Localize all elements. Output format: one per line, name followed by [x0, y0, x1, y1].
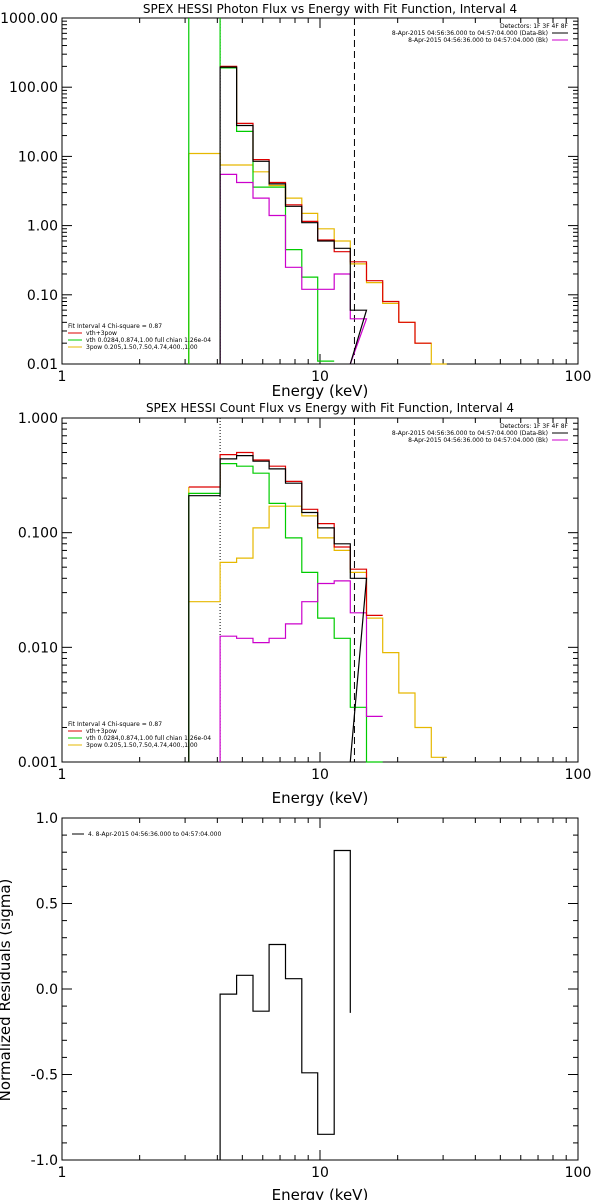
- series-vth: [188, 463, 383, 763]
- y-tick-label: 1000.00: [0, 11, 58, 27]
- tick-labels: 1 10 100 -1.0 -0.5 0.0 0.5 1.0: [31, 811, 592, 1181]
- y-tick-label: 1.00: [27, 219, 58, 235]
- y-tick-label: 100.00: [9, 80, 58, 96]
- tick-labels: 1 10 100 0.001 0.010 0.100 1.000: [18, 411, 591, 783]
- legend-entry: vth+3pow: [86, 330, 117, 337]
- y-tick-label: 1.0: [36, 811, 58, 827]
- series-vth-3pow: [220, 65, 432, 344]
- legend-entry: 8-Apr-2015 04:56:36.000 to 04:57:04.000 …: [408, 37, 548, 44]
- y-tick-label: 0.01: [27, 357, 58, 373]
- y-tick-label: 0.100: [18, 526, 58, 542]
- plot-area: 4. 8-Apr-2015 04:56:36.000 to 04:57:04.0…: [61, 817, 579, 1161]
- legend-entry: Fit Interval 4 Chi-square = 0.87: [68, 323, 162, 330]
- legend-entry: vth 0.0284,0.874,1.00 full chian 1.26e-0…: [86, 337, 211, 344]
- panel-count-flux: SPEX HESSI Count Flux vs Energy with Fit…: [18, 401, 591, 807]
- plot-area: Detectors: 1F 3F 4F 8F8-Apr-2015 04:56:3…: [61, 417, 579, 763]
- legend-entry: 3pow 0.205,1.50,7.50,4.74,400.,1.00: [86, 742, 198, 749]
- series-background: [219, 580, 383, 763]
- y-tick-label: -1.0: [31, 1153, 58, 1169]
- tick-labels: 1 10 100 0.01 0.10 1.00 10.00 100.00 1000.00: [0, 11, 591, 385]
- x-tick-label: 1: [58, 767, 67, 783]
- y-tick-label: 10.00: [18, 149, 58, 165]
- x-tick-label: 1: [58, 369, 67, 385]
- y-tick-label: 0.010: [18, 640, 58, 656]
- legend-entry: vth+3pow: [86, 728, 117, 735]
- plot-frame: [61, 417, 579, 763]
- x-tick-label: 1: [58, 1165, 67, 1181]
- y-tick-label: 0.5: [36, 897, 58, 913]
- x-tick-label: 10: [311, 1165, 329, 1181]
- legend-entry: 4. 8-Apr-2015 04:56:36.000 to 04:57:04.0…: [88, 831, 221, 838]
- chart-title: SPEX HESSI Count Flux vs Energy with Fit…: [146, 401, 514, 415]
- series-data: [188, 455, 368, 763]
- x-axis-label: Energy (keV): [272, 1186, 369, 1200]
- plot-area: Detectors: 1F 3F 4F 8F8-Apr-2015 04:56:3…: [61, 17, 579, 365]
- y-tick-label: -0.5: [31, 1068, 58, 1084]
- y-tick-label: 0.10: [27, 288, 58, 304]
- series-residuals: [219, 849, 351, 1160]
- plot-frame: [61, 17, 579, 365]
- x-tick-label: 10: [311, 369, 329, 385]
- legend-entry: 8-Apr-2015 04:56:36.000 to 04:57:04.000 …: [392, 30, 548, 37]
- x-tick-label: 10: [311, 767, 329, 783]
- x-axis-label: Energy (keV): [272, 789, 369, 807]
- series-data: [219, 66, 368, 365]
- panel-photon-flux: SPEX HESSI Photon Flux vs Energy with Fi…: [0, 2, 591, 400]
- x-tick-label: 100: [565, 767, 592, 783]
- y-tick-label: 1.000: [18, 411, 58, 427]
- series-background: [220, 173, 368, 365]
- legend-entry: 8-Apr-2015 04:56:36.000 to 04:57:04.000 …: [408, 437, 548, 444]
- panel-residuals: 4. 8-Apr-2015 04:56:36.000 to 04:57:04.0…: [0, 811, 591, 1200]
- y-tick-label: 0.001: [18, 755, 58, 771]
- chart-title: SPEX HESSI Photon Flux vs Energy with Fi…: [143, 2, 517, 16]
- legend-entry: vth 0.0284,0.874,1.00 full chian 1.26e-0…: [86, 735, 211, 742]
- legend-entry: 8-Apr-2015 04:56:36.000 to 04:57:04.000 …: [392, 430, 548, 437]
- legend-entry: Fit Interval 4 Chi-square = 0.87: [68, 721, 162, 728]
- x-tick-label: 100: [565, 1165, 592, 1181]
- series-3pow: [188, 505, 447, 758]
- legend-entry: Detectors: 1F 3F 4F 8F: [500, 23, 569, 30]
- x-tick-label: 100: [565, 369, 592, 385]
- x-axis-label: Energy (keV): [272, 382, 369, 400]
- y-axis-label: Normalized Residuals (sigma): [0, 879, 14, 1102]
- series-vth: [220, 67, 335, 362]
- legend-entry: Detectors: 1F 3F 4F 8F: [500, 423, 569, 430]
- plot-frame: [61, 817, 579, 1161]
- legend-entry: 3pow 0.205,1.50,7.50,4.74,400.,1.00: [86, 344, 198, 351]
- y-tick-label: 0.0: [36, 982, 58, 998]
